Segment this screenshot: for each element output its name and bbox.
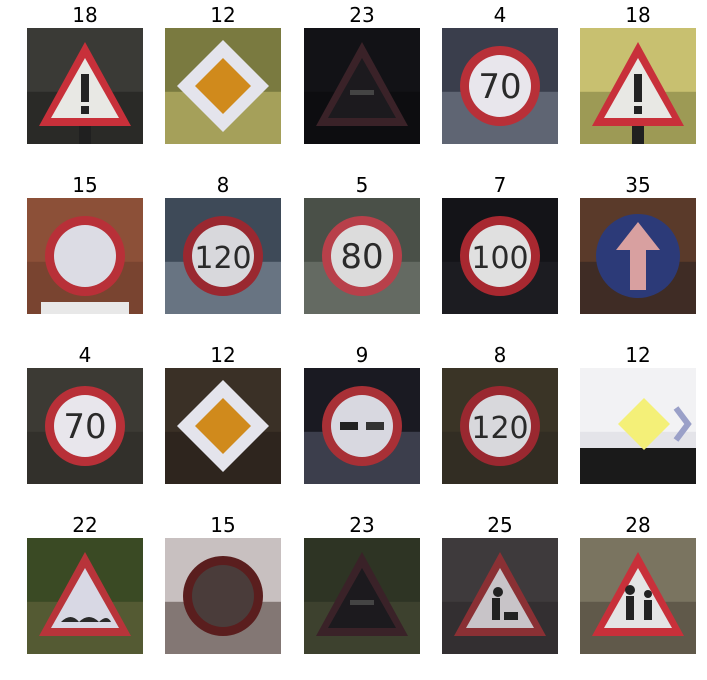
sign-thumbnail: [304, 28, 420, 144]
sign-thumbnail: 80: [304, 198, 420, 314]
grid-cell: 28: [580, 510, 696, 680]
grid-cell: 8 120: [442, 340, 558, 510]
sign-thumbnail: 100: [442, 198, 558, 314]
grid-cell: 35: [580, 170, 696, 340]
grid-cell: 18: [27, 0, 143, 170]
sign-image: 80: [304, 198, 420, 314]
sign-image: [27, 198, 143, 314]
class-label: 8: [493, 343, 507, 367]
sign-thumbnail: 70: [27, 368, 143, 484]
sign-image: [580, 538, 696, 654]
sign-thumbnail: [165, 28, 281, 144]
sign-image: [580, 198, 696, 314]
class-label: 22: [72, 513, 98, 537]
class-label: 8: [216, 173, 230, 197]
sign-thumbnail: [27, 198, 143, 314]
sign-image: [304, 28, 420, 144]
sign-thumbnail: [304, 538, 420, 654]
grid-cell: 22: [27, 510, 143, 680]
sign-thumbnail: [580, 368, 696, 484]
sign-image: [165, 28, 281, 144]
sign-thumbnail: [27, 28, 143, 144]
sign-thumbnail: [165, 368, 281, 484]
grid-cell: 18: [580, 0, 696, 170]
class-label: 25: [487, 513, 513, 537]
grid-cell: 12: [580, 340, 696, 510]
grid-cell: 7 100: [442, 170, 558, 340]
sign-image: [304, 538, 420, 654]
sign-image: [442, 538, 558, 654]
sign-thumbnail: [165, 538, 281, 654]
svg-text:120: 120: [471, 411, 528, 446]
class-label: 28: [625, 513, 651, 537]
grid-cell: 12: [165, 340, 281, 510]
class-label: 23: [349, 3, 375, 27]
class-label: 15: [210, 513, 236, 537]
grid-cell: 4 70: [27, 340, 143, 510]
class-label: 5: [355, 173, 369, 197]
sign-image: [165, 538, 281, 654]
class-label: 9: [355, 343, 369, 367]
class-label: 12: [210, 343, 236, 367]
class-label: 4: [493, 3, 507, 27]
grid-cell: 25: [442, 510, 558, 680]
sign-image: [580, 28, 696, 144]
sign-image: 70: [442, 28, 558, 144]
grid-cell: 4 70: [442, 0, 558, 170]
sign-thumbnail: [580, 28, 696, 144]
sign-thumbnail: 120: [165, 198, 281, 314]
sign-thumbnail: 70: [442, 28, 558, 144]
sign-image: [580, 368, 696, 484]
sign-thumbnail: [304, 368, 420, 484]
sign-image: [27, 28, 143, 144]
class-label: 4: [78, 343, 92, 367]
sign-image: [165, 368, 281, 484]
grid-cell: 23: [304, 0, 420, 170]
sign-image: 100: [442, 198, 558, 314]
grid-cell: 9: [304, 340, 420, 510]
grid-cell: 5 80: [304, 170, 420, 340]
grid-cell: 15: [27, 170, 143, 340]
sign-thumbnail: [580, 198, 696, 314]
class-label: 18: [72, 3, 98, 27]
svg-text:70: 70: [478, 67, 521, 107]
sign-image: [304, 368, 420, 484]
class-label: 7: [493, 173, 507, 197]
svg-text:70: 70: [63, 407, 106, 447]
sign-thumbnail: [580, 538, 696, 654]
sign-thumbnail: 120: [442, 368, 558, 484]
sign-thumbnail: [442, 538, 558, 654]
class-label: 15: [72, 173, 98, 197]
class-label: 18: [625, 3, 651, 27]
grid-cell: 15: [165, 510, 281, 680]
sign-image: 70: [27, 368, 143, 484]
grid-cell: 23: [304, 510, 420, 680]
svg-text:80: 80: [340, 237, 383, 277]
svg-text:100: 100: [471, 241, 528, 276]
svg-text:120: 120: [194, 241, 251, 276]
class-label: 23: [349, 513, 375, 537]
class-label: 35: [625, 173, 651, 197]
sign-image: 120: [165, 198, 281, 314]
grid-cell: 12: [165, 0, 281, 170]
grid-cell: 8 120: [165, 170, 281, 340]
sign-thumbnail: [27, 538, 143, 654]
sign-image: 120: [442, 368, 558, 484]
sign-image: [27, 538, 143, 654]
class-label: 12: [210, 3, 236, 27]
class-label: 12: [625, 343, 651, 367]
